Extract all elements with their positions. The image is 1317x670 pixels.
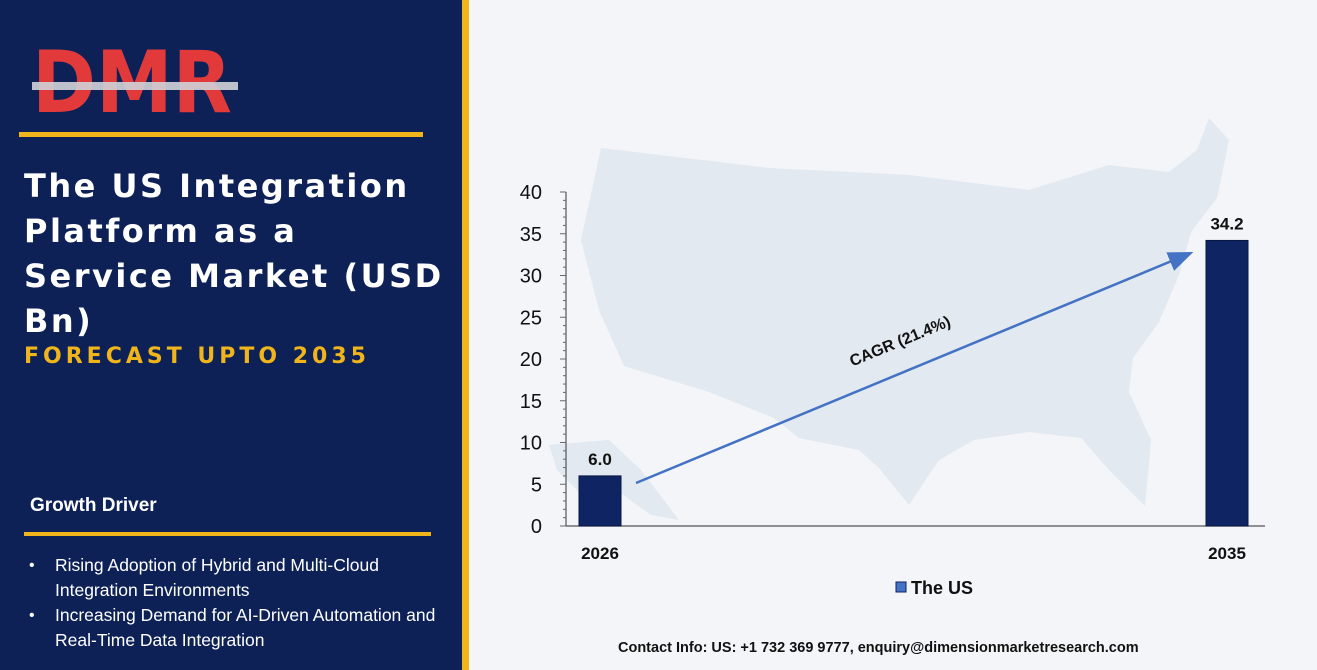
y-tick-label: 20 [520,349,542,371]
y-tick-label: 40 [520,182,542,204]
logo-text: DMR [32,38,232,120]
y-axis: 0 5 10 15 20 25 30 35 40 [520,182,1265,538]
title-rule [19,132,423,137]
y-tick-label: 35 [520,224,542,246]
growth-driver-text: Rising Adoption of Hybrid and Multi-Clou… [55,555,379,600]
growth-driver-list: • Rising Adoption of Hybrid and Multi-Cl… [24,553,444,653]
legend: The US [895,578,973,598]
growth-driver-heading: Growth Driver [30,495,157,516]
bar [578,475,622,527]
bullet-icon: • [29,607,35,624]
page-subtitle: FORECAST UPTO 2035 [24,344,370,369]
y-tick-label: 25 [520,307,542,329]
legend-swatch-icon [895,581,907,593]
bullet-icon: • [29,557,35,574]
dmr-logo: DMR [32,38,238,120]
growth-driver-item: • Increasing Demand for AI-Driven Automa… [24,603,444,653]
legend-label: The US [911,578,973,598]
x-tick-label: 2026 [581,544,619,563]
y-tick-label: 30 [520,266,542,288]
bar-data-label: 34.2 [1210,214,1243,233]
growth-driver-text: Increasing Demand for AI-Driven Automati… [55,605,436,650]
bar-data-label: 6.0 [588,450,612,469]
bars: 6.0 34.2 [578,214,1249,527]
us-map-icon [549,118,1229,520]
left-panel: DMR The US Integration Platform as a Ser… [0,0,462,670]
y-tick-label: 15 [520,391,542,413]
x-axis-labels: 2026 2035 [581,544,1246,563]
y-tick-label: 5 [531,474,542,496]
bar [1205,239,1249,527]
contact-info: Contact Info: US: +1 732 369 9777, enqui… [618,640,1139,656]
y-tick-label: 10 [520,433,542,455]
chart-panel: 0 5 10 15 20 25 30 35 40 6.0 34.2 2026 2035 CAGR (… [469,0,1317,670]
page-title: The US Integration Platform as a Service… [24,167,444,340]
growth-rule [24,532,431,536]
y-tick-label: 0 [531,516,542,538]
x-tick-label: 2035 [1208,544,1246,563]
growth-driver-item: • Rising Adoption of Hybrid and Multi-Cl… [24,553,444,603]
cagr-arrow [635,251,1194,485]
gold-divider [462,0,469,670]
